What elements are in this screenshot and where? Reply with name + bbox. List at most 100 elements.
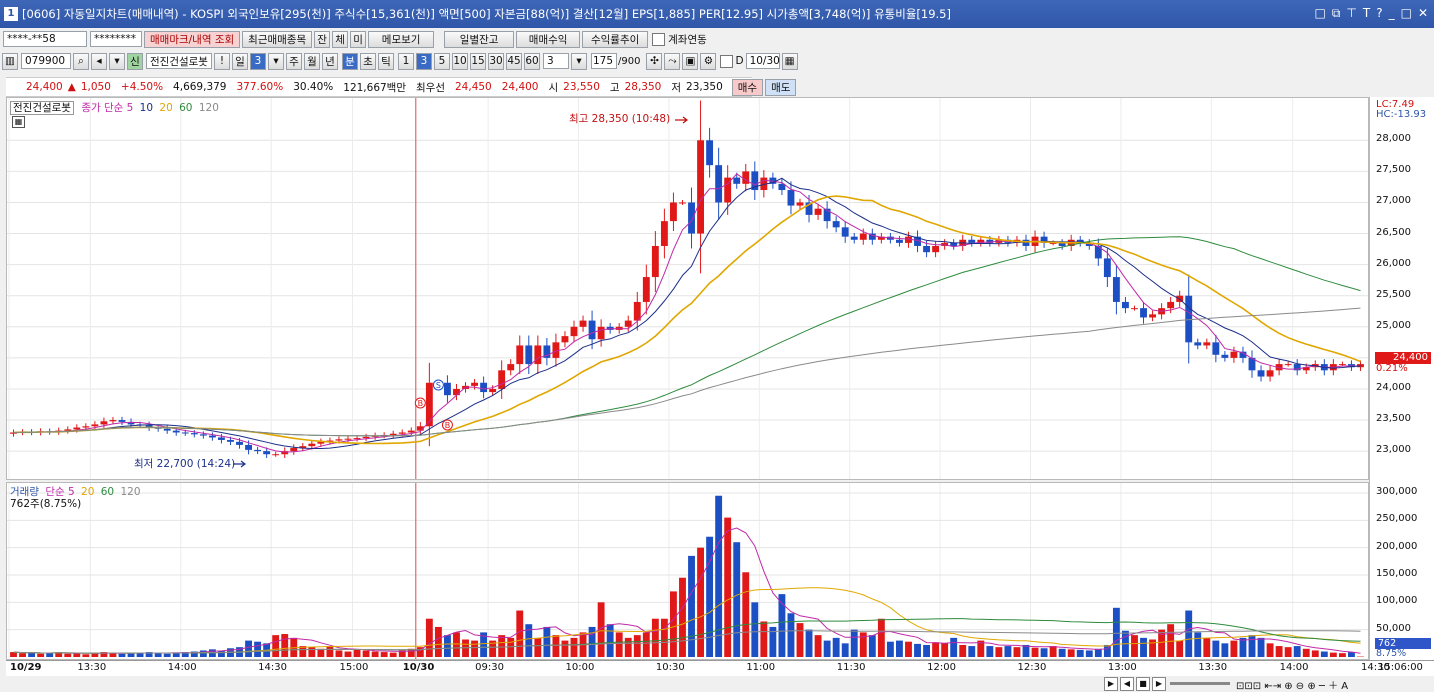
interval-10[interactable]: 10	[452, 53, 468, 70]
period-minute[interactable]: 분	[342, 53, 358, 70]
trade-mark-query-button[interactable]: 매매마크/내역 조회	[144, 31, 240, 48]
volume-bar	[1167, 624, 1174, 657]
sell-button[interactable]: 매도	[765, 79, 796, 96]
volume-bar	[164, 654, 171, 657]
candle-body	[173, 431, 180, 433]
volume-bar	[507, 638, 514, 657]
interval-45[interactable]: 45	[506, 53, 522, 70]
scroll-button-icon[interactable]: ▶	[1104, 677, 1118, 691]
interval-select[interactable]: 3	[543, 53, 569, 69]
account-link-checkbox[interactable]	[652, 33, 665, 46]
candle-body	[1149, 314, 1156, 317]
period-weekly[interactable]: 주	[286, 53, 302, 70]
zoom-controls[interactable]: ⊡⊡⊡ ⇤⇥ ⊕ ⊖ ⊕ ─ ＋ A	[1236, 677, 1348, 692]
candle-body	[562, 336, 569, 342]
save-icon[interactable]: ▣	[682, 53, 698, 70]
candle-body	[471, 383, 478, 386]
candle-body	[1104, 258, 1111, 277]
candle-body	[245, 445, 252, 450]
volume-chart-svg[interactable]	[7, 483, 1368, 659]
crosshair-icon[interactable]: ✣	[646, 53, 662, 70]
table-icon[interactable]: ▦	[12, 116, 25, 128]
high-price: 28,350	[620, 81, 667, 93]
count-input[interactable]: 175	[591, 53, 617, 69]
candle-body	[290, 448, 297, 451]
candle-body	[932, 246, 939, 252]
candle-body	[697, 140, 704, 233]
scroll-button-icon[interactable]: ◀	[1120, 677, 1134, 691]
buy-button[interactable]: 매수	[732, 79, 763, 96]
recent-trades-button[interactable]: 최근매매종목	[242, 31, 312, 48]
scroll-button-icon[interactable]: ▶	[1152, 677, 1166, 691]
date-checkbox[interactable]	[720, 55, 733, 68]
filled-button[interactable]: 체	[332, 31, 348, 48]
window-icon[interactable]: □	[1315, 6, 1326, 21]
candle-body	[218, 437, 225, 439]
trade-profit-button[interactable]: 매매수익	[516, 31, 580, 48]
search-icon[interactable]: ⌕	[73, 53, 89, 70]
period-value[interactable]: 3	[250, 53, 266, 70]
window-icon[interactable]: ⊤	[1346, 6, 1356, 21]
period-tick[interactable]: 틱	[378, 53, 394, 70]
candle-body	[1140, 308, 1147, 317]
unfilled-button[interactable]: 미	[350, 31, 366, 48]
period-dropdown-icon[interactable]: ▾	[268, 53, 284, 70]
candle-body	[164, 429, 171, 431]
dropdown-icon[interactable]: ▾	[109, 53, 125, 70]
stock-code-input[interactable]: 079900	[21, 53, 71, 69]
volume-bar	[28, 653, 35, 657]
candle-body	[191, 433, 198, 434]
interval-5[interactable]: 5	[434, 53, 450, 70]
period-yearly[interactable]: 년	[322, 53, 338, 70]
volume-bar	[471, 641, 478, 657]
scroll-button-icon[interactable]: ■	[1136, 677, 1150, 691]
period-monthly[interactable]: 월	[304, 53, 320, 70]
window-icon[interactable]: ✕	[1418, 6, 1428, 21]
price-change: 1,050	[76, 81, 116, 93]
window-icon[interactable]: □	[1401, 6, 1412, 21]
volume-bar	[1339, 653, 1346, 657]
interval-3[interactable]: 3	[416, 53, 432, 70]
interval-30[interactable]: 30	[488, 53, 504, 70]
volume-bar	[1312, 650, 1319, 657]
volume-bar	[317, 649, 324, 657]
window-icon[interactable]: _	[1389, 6, 1395, 21]
volume-bar	[1230, 641, 1237, 657]
speaker-icon[interactable]: ◂	[91, 53, 107, 70]
settings-icon[interactable]: ⚙	[700, 53, 716, 70]
price-chart-svg[interactable]: BSB	[7, 98, 1368, 479]
alert-icon[interactable]: !	[214, 53, 230, 70]
period-daily[interactable]: 일	[232, 53, 248, 70]
account-field[interactable]: ****-**58	[3, 31, 87, 47]
balance-button[interactable]: 잔	[314, 31, 330, 48]
interval-15[interactable]: 15	[470, 53, 486, 70]
volume-bar	[336, 650, 343, 657]
high-annotation: 최고 28,350 (10:48)	[569, 111, 670, 126]
layout-icon[interactable]: ▥	[2, 53, 18, 70]
legend-vol-ma20: 20	[81, 486, 94, 498]
window-icon[interactable]: T	[1363, 6, 1370, 21]
candle-body	[706, 140, 713, 165]
volume-bar	[616, 632, 623, 657]
scroll-slider[interactable]	[1170, 682, 1230, 685]
candle-body	[833, 221, 840, 227]
interval-1[interactable]: 1	[398, 53, 414, 70]
trend-icon[interactable]: ⤳	[664, 53, 680, 70]
interval-60[interactable]: 60	[524, 53, 540, 70]
period-second[interactable]: 초	[360, 53, 376, 70]
volume-bar	[797, 623, 804, 657]
volume-bar	[552, 635, 559, 657]
volume-bar	[281, 634, 288, 657]
window-icon[interactable]: ⧉	[1332, 6, 1341, 21]
volume-chart-panel[interactable]: 거래량 단순 5 20 60 120 762주(8.75%)	[6, 482, 1369, 660]
return-trend-button[interactable]: 수익률추이	[582, 31, 648, 48]
interval-dropdown-icon[interactable]: ▾	[571, 53, 587, 70]
memo-button[interactable]: 메모보기	[368, 31, 434, 48]
date-input[interactable]: 10/30	[746, 53, 780, 69]
price-y-tick: 27,000	[1376, 195, 1411, 206]
daily-balance-button[interactable]: 일별잔고	[444, 31, 514, 48]
calendar-icon[interactable]: ▦	[782, 53, 798, 70]
password-field[interactable]: ********	[90, 31, 142, 47]
window-icon[interactable]: ?	[1376, 6, 1382, 21]
